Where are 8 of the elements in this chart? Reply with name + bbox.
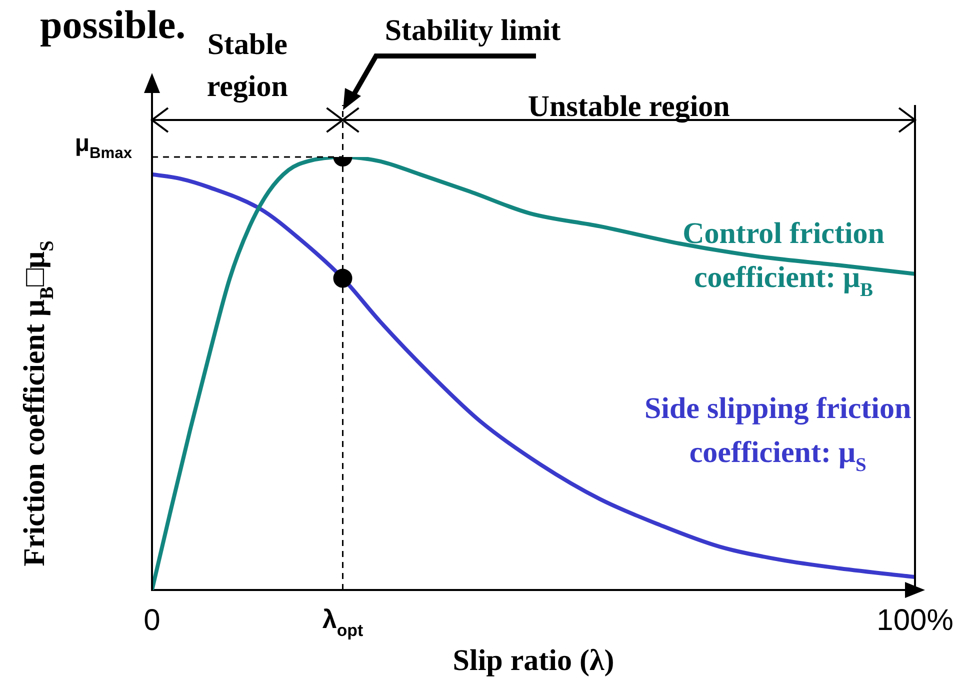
x-tick-label: 100% [876,604,954,637]
chart-title: possible. [40,2,186,47]
text: Stable region [206,28,288,103]
y-axis-title: Friction coefficient μB□μS [18,240,58,566]
x-tick-label: 0 [144,604,160,637]
x-axis-title: Slip ratio (λ) [452,644,614,677]
text: Unstable region [528,90,730,123]
text: Stability limit [384,14,561,47]
